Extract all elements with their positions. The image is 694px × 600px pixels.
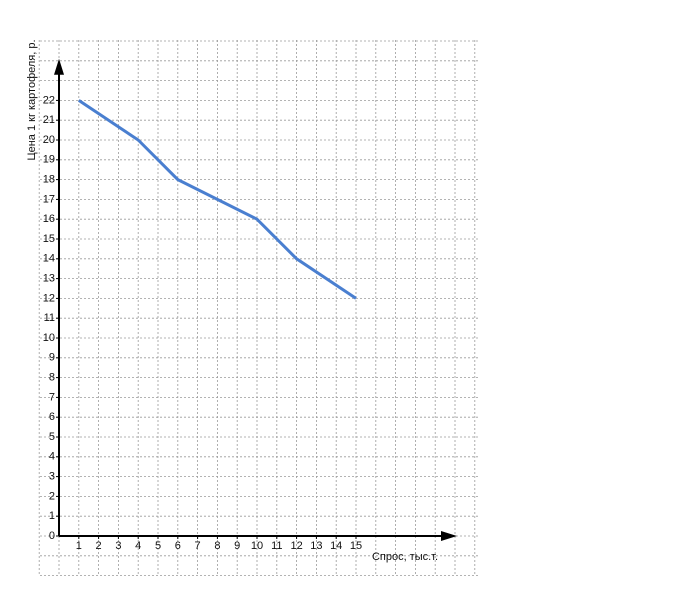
- x-tick-label: 6: [175, 540, 181, 552]
- y-tick-label: 21: [43, 114, 55, 126]
- y-tick-label: 22: [43, 94, 55, 106]
- y-axis-title: Цена 1 кг картофеля, р.: [26, 39, 38, 160]
- y-tick-label: 16: [43, 213, 55, 225]
- y-tick-label: 3: [49, 471, 55, 483]
- y-tick-label: 15: [43, 233, 55, 245]
- y-tick-label: 10: [43, 332, 55, 344]
- x-tick-label: 12: [290, 540, 302, 552]
- y-tick-label: 17: [43, 193, 55, 205]
- x-tick-label: 8: [214, 540, 220, 552]
- line: [77, 99, 357, 300]
- x-tick-label: 13: [310, 540, 322, 552]
- x-tick-label: 14: [330, 540, 342, 552]
- x-axis-title: Спрос, тыс.т.: [372, 551, 438, 563]
- x-tick-label: 9: [234, 540, 240, 552]
- x-tick-label: 2: [96, 540, 102, 552]
- y-tick-label: 18: [43, 174, 55, 186]
- y-tick-label: 4: [49, 451, 55, 463]
- y-tick-label: 2: [49, 490, 55, 502]
- x-tick-label: 5: [155, 540, 161, 552]
- x-tick-label: 15: [350, 540, 362, 552]
- x-tick-label: 11: [271, 540, 282, 552]
- y-tick-label: 5: [49, 431, 55, 443]
- y-tick-label: 12: [43, 292, 55, 304]
- y-tick-label: 0: [49, 530, 55, 542]
- y-tick-label: 14: [43, 253, 55, 265]
- x-tick-label: 7: [195, 540, 201, 552]
- y-tick-label: 20: [43, 134, 55, 146]
- y-tick-label: 11: [44, 312, 55, 324]
- y-tick-label: 1: [49, 510, 55, 522]
- y-tick-label: 6: [49, 411, 55, 423]
- y-tick-label: 13: [43, 273, 55, 285]
- y-tick-label: 19: [43, 154, 55, 166]
- y-tick-label: 7: [49, 391, 55, 403]
- x-tick-label: 3: [115, 540, 121, 552]
- x-axis-arrow: [441, 531, 457, 541]
- y-tick-label: 8: [49, 372, 55, 384]
- grid: [38, 40, 478, 576]
- y-axis-arrow: [54, 58, 64, 75]
- x-tick-label: 4: [135, 540, 141, 552]
- y-tick-label: 9: [49, 352, 55, 364]
- x-tick-label: 10: [251, 540, 263, 552]
- x-tick-label: 1: [76, 540, 82, 552]
